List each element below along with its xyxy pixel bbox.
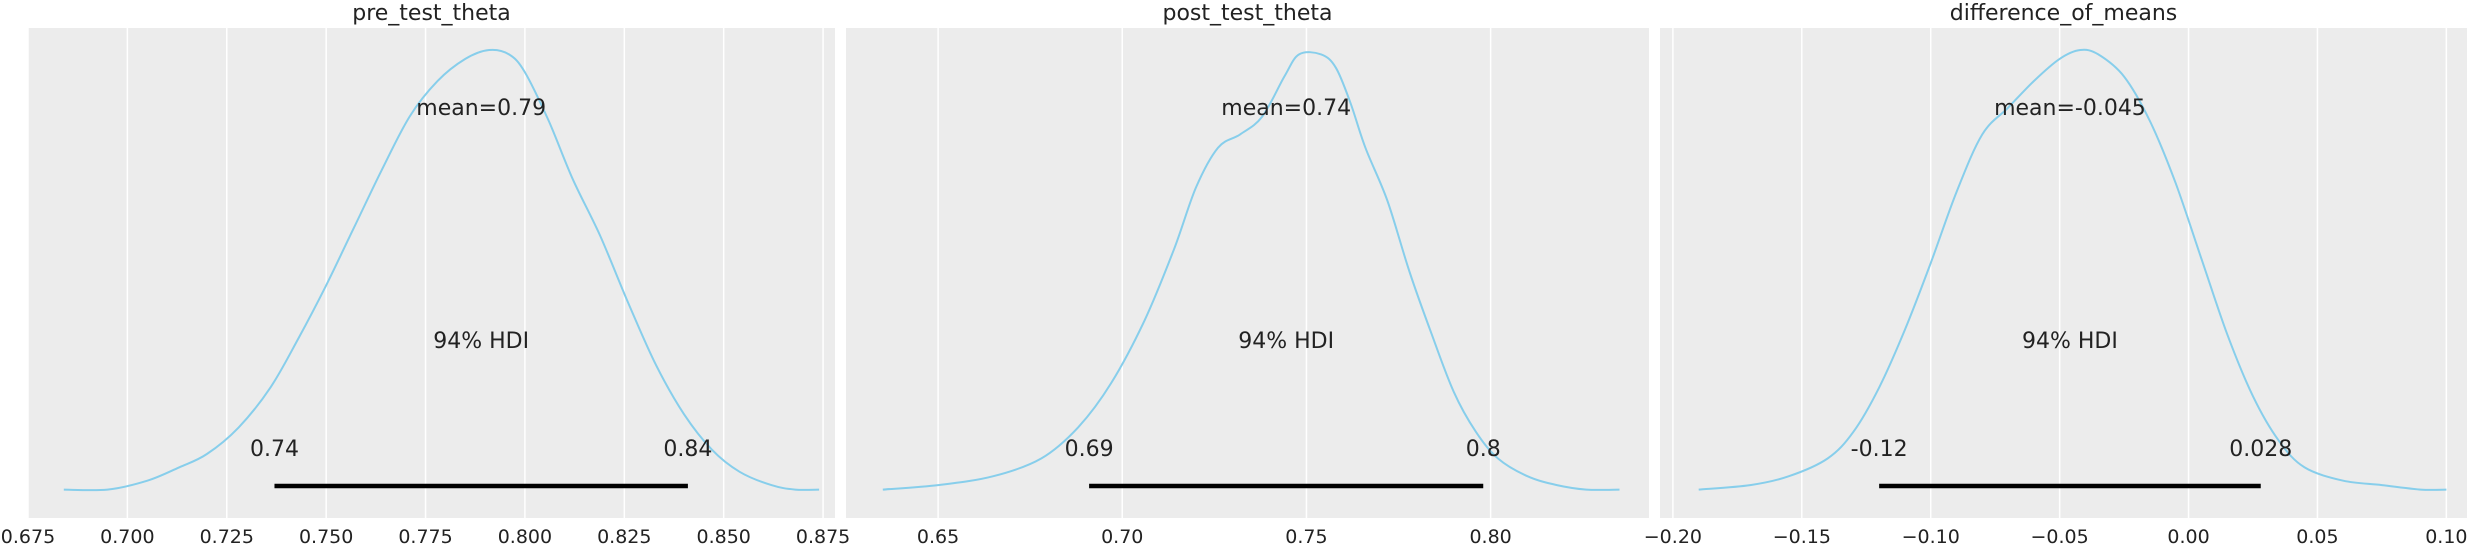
x-tick-label: 0.675 xyxy=(1,526,55,548)
hdi-high-label: 0.84 xyxy=(663,437,712,462)
hdi-high-label: 0.028 xyxy=(2229,437,2292,462)
x-tick-label: 0.700 xyxy=(100,526,154,548)
x-tick-label: 0.875 xyxy=(796,526,850,548)
x-tick-label: 0.75 xyxy=(1285,526,1327,548)
x-tick-label: 0.10 xyxy=(2425,526,2467,548)
x-tick-label: −0.10 xyxy=(1902,526,1960,548)
hdi-low-label: -0.12 xyxy=(1851,437,1908,462)
panel-pre-test-theta: pre_test_theta mean=0.79 94% HDI 0.74 0.84 0.… xyxy=(1,1,850,548)
x-tick-label: −0.20 xyxy=(1644,526,1702,548)
mean-label: mean=-0.045 xyxy=(1994,96,2146,121)
hdi-low-label: 0.74 xyxy=(250,437,299,462)
x-tick-label: −0.05 xyxy=(2031,526,2089,548)
panel-post-test-theta: post_test_theta mean=0.74 94% HDI 0.69 0.8 0.… xyxy=(846,1,1649,548)
density-curve xyxy=(1698,48,2447,491)
x-tick-label: 0.70 xyxy=(1101,526,1143,548)
panel-title: post_test_theta xyxy=(1163,1,1333,26)
hdi-high-label: 0.8 xyxy=(1466,437,1501,462)
x-tick-label: 0.750 xyxy=(299,526,353,548)
mean-label: mean=0.74 xyxy=(1221,96,1351,121)
plot-background xyxy=(1660,28,2467,518)
x-tick-label: 0.05 xyxy=(2296,526,2338,548)
x-tick-label: 0.80 xyxy=(1469,526,1511,548)
plot-background xyxy=(846,28,1649,518)
panel-title: pre_test_theta xyxy=(352,1,511,26)
mean-label: mean=0.79 xyxy=(416,96,546,121)
x-tick-label: 0.725 xyxy=(200,526,254,548)
x-tick-label: 0.775 xyxy=(398,526,452,548)
x-tick-label: 0.65 xyxy=(917,526,959,548)
panel-difference-of-means: difference_of_means mean=-0.045 94% HDI -0.… xyxy=(1644,1,2468,548)
x-tick-label: −0.15 xyxy=(1773,526,1831,548)
panel-title: difference_of_means xyxy=(1950,1,2178,26)
x-tick-label: 0.00 xyxy=(2167,526,2209,548)
x-tick-label: 0.800 xyxy=(498,526,552,548)
hdi-label: 94% HDI xyxy=(433,329,529,354)
hdi-low-label: 0.69 xyxy=(1065,437,1114,462)
hdi-label: 94% HDI xyxy=(2022,329,2118,354)
x-tick-label: 0.825 xyxy=(597,526,651,548)
density-curve xyxy=(63,48,820,492)
density-curve xyxy=(882,51,1620,491)
hdi-label: 94% HDI xyxy=(1238,329,1334,354)
x-tick-label: 0.850 xyxy=(696,526,750,548)
